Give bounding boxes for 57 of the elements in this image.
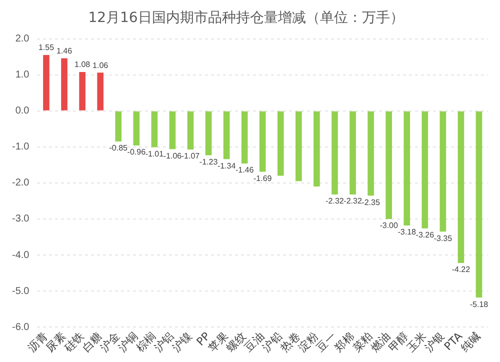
data-label: -1.07 [181, 152, 200, 161]
bar [368, 111, 374, 196]
bar [241, 111, 248, 164]
bar [458, 111, 464, 263]
bar [350, 111, 356, 194]
bar [386, 111, 392, 219]
data-label: -1.46 [235, 166, 254, 175]
data-label: -1.01 [145, 149, 164, 158]
bar [187, 111, 194, 150]
y-tick-label: -6.0 [12, 322, 30, 333]
y-tick-label: 2.0 [15, 34, 30, 45]
data-label: -4.22 [452, 265, 471, 274]
data-label: -3.18 [398, 228, 417, 237]
bar [223, 111, 230, 160]
data-label: -2.35 [362, 198, 380, 207]
data-label: -2.32 [326, 196, 344, 206]
data-label: -0.85 [109, 144, 128, 153]
chart-title: 12月16日国内期市品种持仓量增减（单位：万手） [88, 10, 404, 26]
y-tick-label: 1.0 [15, 70, 30, 81]
data-label: -3.00 [380, 221, 398, 230]
data-label: -3.26 [416, 230, 435, 240]
bar [133, 111, 140, 146]
data-label: -1.34 [217, 161, 236, 170]
data-label: -1.23 [199, 157, 218, 166]
data-label: -3.35 [434, 234, 453, 243]
bar [296, 111, 302, 182]
bar [79, 72, 86, 110]
bar [476, 111, 482, 298]
data-label: -1.69 [254, 174, 272, 183]
bar [151, 111, 158, 148]
y-tick-label: -3.0 [12, 214, 30, 225]
bar [422, 111, 428, 228]
data-label: -0.96 [127, 148, 146, 157]
data-label: -5.18 [470, 300, 489, 309]
bar [97, 72, 104, 110]
y-tick-label: -1.0 [12, 142, 30, 153]
y-tick-label: -2.0 [12, 178, 30, 189]
data-label: -2.32 [344, 196, 362, 206]
y-tick-label: -5.0 [12, 286, 30, 297]
bar [440, 111, 446, 232]
data-label: 1.08 [74, 60, 91, 70]
y-tick-label: -4.0 [12, 250, 30, 261]
bar [277, 111, 284, 176]
bar [404, 111, 410, 226]
bar [61, 58, 68, 110]
bar [314, 111, 320, 187]
data-label: 1.55 [38, 43, 55, 52]
bar [205, 111, 212, 156]
data-label: 1.06 [92, 60, 109, 70]
bar [259, 111, 266, 172]
bar [115, 111, 122, 142]
data-label: -1.06 [163, 151, 182, 160]
bar [332, 111, 338, 194]
bar [43, 55, 50, 110]
bar [169, 111, 176, 150]
y-tick-label: 0.0 [15, 106, 30, 117]
data-label: 1.46 [56, 46, 73, 56]
